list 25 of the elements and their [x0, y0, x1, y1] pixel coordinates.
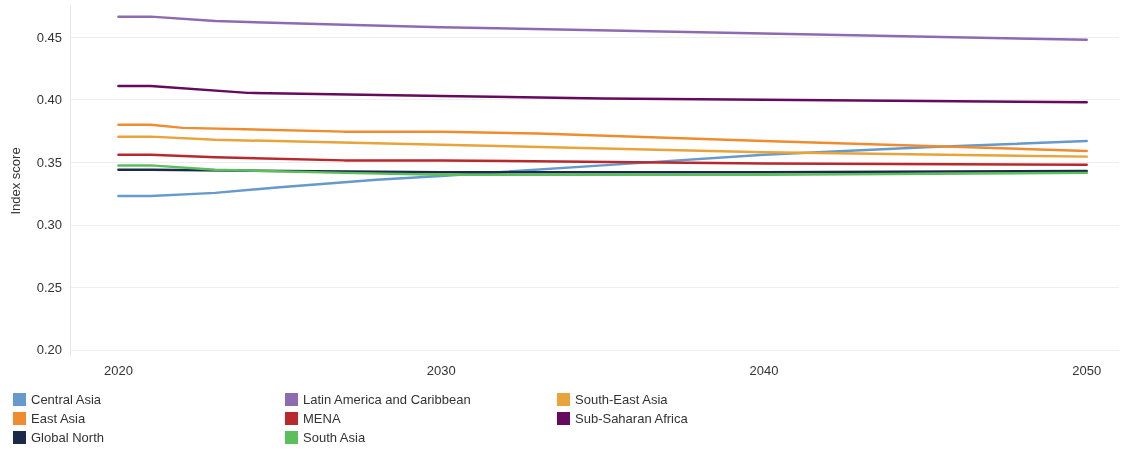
legend-label: Latin America and Caribbean [303, 392, 471, 407]
y-axis-title: Index score [8, 147, 23, 215]
x-tick-label: 2020 [103, 363, 133, 378]
line-series [117, 15, 1088, 41]
line-series [117, 164, 1088, 176]
y-tick-label: 0.45 [36, 29, 62, 45]
y-tick-label: 0.40 [36, 92, 62, 108]
legend-label: Sub-Saharan Africa [575, 411, 689, 426]
legend-label: MENA [303, 411, 341, 426]
x-tick-label: 2050 [1072, 363, 1102, 378]
y-tick-label: 0.20 [36, 342, 62, 358]
x-tick-label: 2040 [749, 363, 779, 378]
line-series [117, 153, 1088, 166]
x-tick-label: 2030 [426, 363, 456, 378]
y-tick-label: 0.25 [36, 279, 62, 295]
legend-label: South-East Asia [575, 392, 669, 407]
legend-label: Global North [31, 430, 104, 445]
y-tick-label: 0.35 [36, 154, 62, 170]
line-series [117, 84, 1088, 104]
legend-label: East Asia [31, 411, 86, 426]
legend-label: South Asia [303, 430, 366, 445]
y-tick-label: 0.30 [36, 217, 62, 233]
legend-label: Central Asia [31, 392, 102, 407]
line-series [117, 135, 1088, 158]
line-series [117, 123, 1088, 153]
